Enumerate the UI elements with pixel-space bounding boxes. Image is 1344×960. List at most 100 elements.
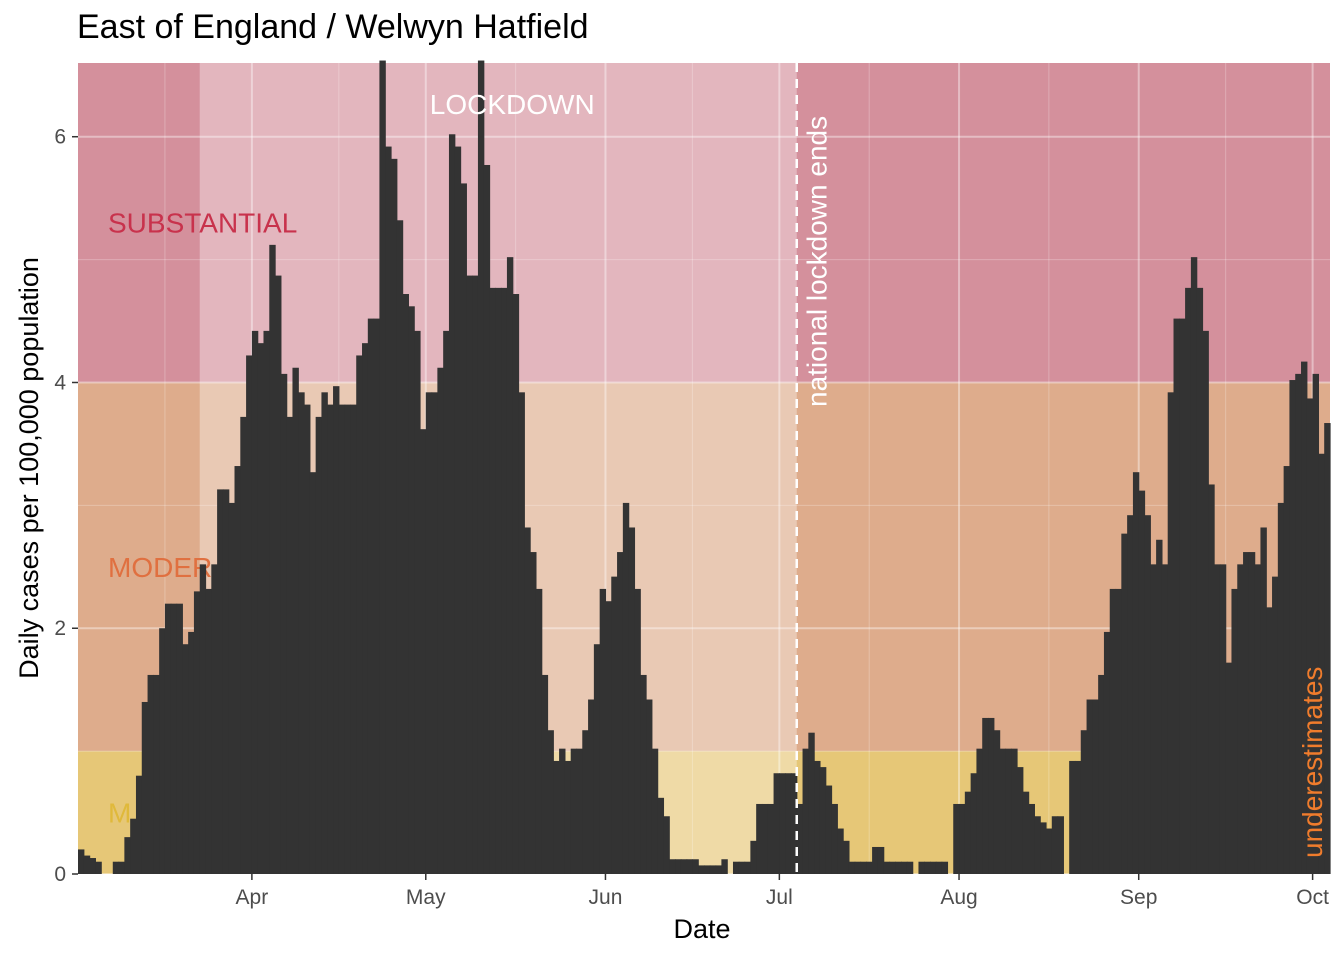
bar	[964, 791, 972, 874]
bar	[1301, 361, 1308, 875]
bar	[153, 674, 160, 874]
bar	[95, 861, 102, 874]
bar	[541, 674, 549, 874]
bar	[1289, 380, 1296, 874]
bar	[738, 861, 746, 874]
bar	[930, 861, 937, 874]
bar	[906, 861, 914, 874]
bar	[1138, 490, 1146, 874]
bar	[344, 404, 352, 874]
bar	[651, 748, 659, 874]
bar	[935, 861, 943, 874]
bar	[130, 818, 137, 874]
bar	[1254, 564, 1262, 874]
bar	[1167, 392, 1175, 874]
chart-title: East of England / Welwyn Hatfield	[77, 8, 589, 46]
bar	[976, 748, 983, 874]
bar	[1092, 699, 1099, 874]
bar	[1144, 515, 1151, 874]
bar	[559, 748, 566, 874]
bar	[321, 392, 328, 874]
bar	[443, 330, 450, 874]
bar	[814, 760, 821, 874]
bar	[663, 816, 670, 874]
bar	[1266, 607, 1273, 874]
bar	[808, 732, 815, 874]
bar	[460, 183, 467, 875]
bar	[211, 564, 218, 874]
bar	[1086, 699, 1093, 874]
bar	[802, 748, 809, 874]
y-axis-title: Daily cases per 100,000 population	[14, 257, 44, 679]
bar	[356, 355, 363, 874]
bar	[599, 588, 607, 874]
bar	[176, 603, 183, 874]
bar	[721, 859, 728, 874]
bar	[1190, 257, 1198, 874]
underestimates-label: underestimates	[1297, 667, 1328, 858]
bar	[883, 861, 891, 874]
bar	[448, 134, 456, 874]
bar	[895, 861, 902, 874]
bar	[1098, 674, 1105, 874]
y-tick-label: 2	[54, 617, 66, 640]
bar	[941, 861, 949, 874]
bar	[1150, 564, 1157, 874]
bar	[222, 489, 230, 874]
y-tick-label: 4	[54, 371, 66, 394]
bar	[1057, 816, 1064, 874]
bar	[640, 674, 647, 874]
bar	[1196, 287, 1204, 874]
bar	[675, 859, 682, 874]
bar	[1161, 564, 1169, 874]
bar	[466, 275, 473, 875]
bar	[1051, 816, 1059, 874]
bar	[547, 730, 554, 874]
lockdown-label: LOCKDOWN	[430, 89, 595, 120]
bar	[1080, 730, 1088, 874]
bar	[78, 849, 85, 874]
bar	[1115, 588, 1122, 874]
bar	[628, 527, 636, 874]
bar	[257, 343, 265, 874]
bar	[391, 158, 398, 875]
bar	[193, 591, 201, 874]
bar	[564, 760, 572, 874]
bar	[959, 803, 966, 874]
bar	[767, 803, 775, 874]
bar	[379, 60, 386, 875]
bar	[988, 717, 995, 874]
bar	[396, 220, 404, 874]
bar	[1005, 748, 1012, 874]
bar	[164, 603, 172, 874]
bar	[159, 628, 166, 874]
bar	[338, 404, 346, 874]
bar	[1127, 515, 1134, 874]
bar	[1121, 533, 1128, 874]
bar	[576, 748, 583, 874]
bar	[83, 855, 91, 874]
lockdown-end-label: national lockdown ends	[802, 116, 833, 407]
bar	[593, 644, 601, 874]
bar	[1260, 527, 1267, 874]
bar	[831, 803, 838, 874]
bar	[327, 404, 334, 874]
bar	[350, 404, 357, 874]
bar	[704, 865, 711, 874]
bar	[298, 392, 305, 874]
data-bars	[78, 60, 1331, 875]
bar	[269, 244, 276, 875]
bar	[709, 865, 717, 874]
bar	[1312, 373, 1320, 874]
bar	[275, 275, 282, 875]
bar	[611, 576, 618, 874]
bar	[877, 846, 885, 874]
bar	[408, 306, 415, 874]
bar	[419, 429, 427, 874]
bar	[535, 588, 543, 874]
bar	[315, 416, 323, 874]
bar	[112, 861, 120, 874]
bar	[750, 840, 757, 874]
bar	[1248, 552, 1256, 874]
